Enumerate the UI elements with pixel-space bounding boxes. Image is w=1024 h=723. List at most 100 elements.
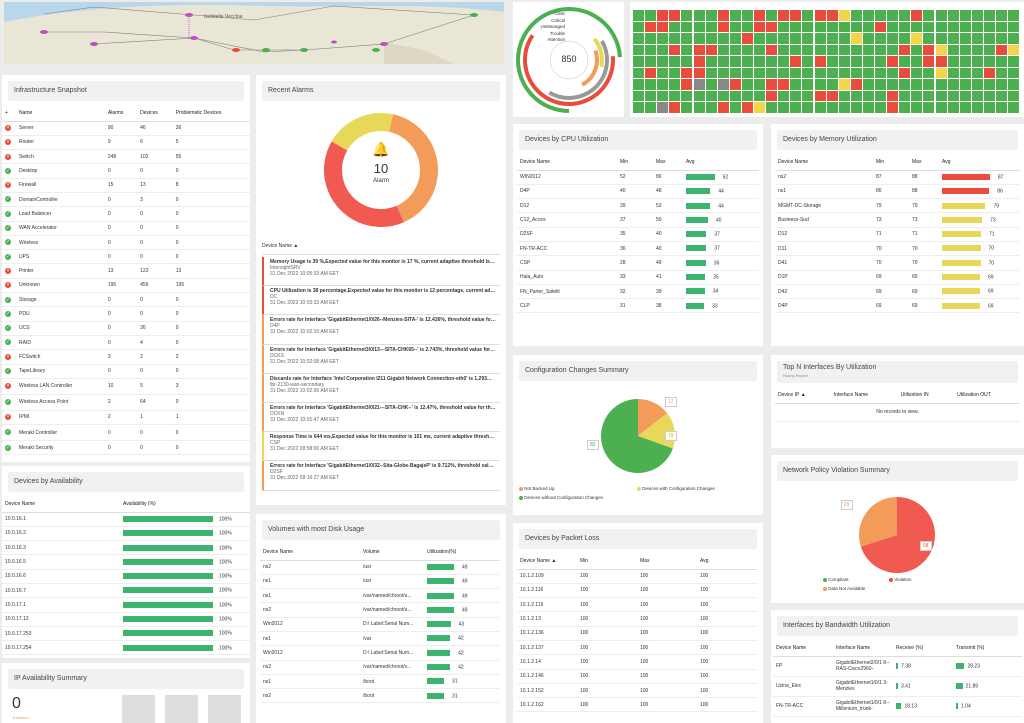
table-row[interactable]: ns2/var/named/chroot/u... 49 xyxy=(260,602,500,618)
heatmap-cell[interactable] xyxy=(959,67,971,78)
heatmap-cell[interactable] xyxy=(645,33,657,44)
heatmap-cell[interactable] xyxy=(669,33,681,44)
heatmap-cell[interactable] xyxy=(935,44,947,55)
heatmap-cell[interactable] xyxy=(717,90,729,101)
heatmap-cell[interactable] xyxy=(862,21,874,32)
heatmap-cell[interactable] xyxy=(875,67,886,78)
table-row[interactable]: × FCSwitch 3 2 2 xyxy=(2,349,250,365)
col-availability[interactable]: Availability (%) xyxy=(120,496,250,513)
heatmap-cell[interactable] xyxy=(838,67,850,78)
donut-yellow-segment[interactable] xyxy=(315,107,446,236)
table-row[interactable]: × IPMI 2 1 1 xyxy=(2,410,250,426)
heatmap-cell[interactable] xyxy=(681,90,693,101)
heatmap-cell[interactable] xyxy=(935,67,947,78)
heatmap-cell[interactable] xyxy=(754,67,765,78)
heatmap-cell[interactable] xyxy=(850,90,862,101)
col-device-name[interactable]: Device Name xyxy=(517,154,617,171)
col-problematic[interactable]: Problematic Devices xyxy=(172,105,250,122)
heatmap-cell[interactable] xyxy=(875,90,886,101)
heatmap-cell[interactable] xyxy=(887,79,899,90)
heatmap-cell[interactable] xyxy=(657,21,669,32)
heatmap-cell[interactable] xyxy=(983,67,995,78)
table-row[interactable]: 10.0.16.3 100% xyxy=(2,540,250,556)
heatmap-cell[interactable] xyxy=(790,10,802,21)
heatmap-cell[interactable] xyxy=(729,90,741,101)
heatmap-cell[interactable] xyxy=(862,33,874,44)
heatmap-cell[interactable] xyxy=(705,44,717,55)
table-row[interactable]: ✓ Wireless 0 0 0 xyxy=(2,235,250,251)
table-row[interactable]: ✓ DomainController 0 3 0 xyxy=(2,192,250,208)
heatmap-cell[interactable] xyxy=(996,21,1007,32)
table-row[interactable]: FP GigabitEthernet2/0/1 8--RAS-Cisco2960-… xyxy=(773,656,1022,677)
heatmap-cell[interactable] xyxy=(923,67,935,78)
heatmap-cell[interactable] xyxy=(633,79,644,90)
heatmap-cell[interactable] xyxy=(887,21,899,32)
heatmap-cell[interactable] xyxy=(693,21,705,32)
alarm-item[interactable]: Discards rate for Interface 'Intel Corpo… xyxy=(262,373,500,403)
table-row[interactable]: 10.1.2.146 100 100 100 xyxy=(517,669,757,684)
table-row[interactable]: ns2/boot 31 xyxy=(260,688,500,704)
heatmap-cell[interactable] xyxy=(862,90,874,101)
heatmap-cell[interactable] xyxy=(633,21,644,32)
legend-with-changes[interactable]: Devices with Configuration Changes xyxy=(637,486,715,491)
table-row[interactable]: 10.0.17.253 100% xyxy=(2,626,250,642)
table-row[interactable]: × Router 9 6 5 xyxy=(2,135,250,151)
heatmap-cell[interactable] xyxy=(899,10,911,21)
heatmap-cell[interactable] xyxy=(911,10,923,21)
heatmap-cell[interactable] xyxy=(887,33,899,44)
heatmap-cell[interactable] xyxy=(681,79,693,90)
heatmap-cell[interactable] xyxy=(862,102,874,113)
heatmap-cell[interactable] xyxy=(850,79,862,90)
heatmap-cell[interactable] xyxy=(875,44,886,55)
table-row[interactable]: 10.1.2.116 100 100 100 xyxy=(517,583,757,599)
heatmap-cell[interactable] xyxy=(669,90,681,101)
heatmap-cell[interactable] xyxy=(1008,56,1020,67)
heatmap-cell[interactable] xyxy=(657,67,669,78)
heatmap-cell[interactable] xyxy=(741,79,753,90)
heatmap-cell[interactable] xyxy=(996,33,1007,44)
heatmap-cell[interactable] xyxy=(802,56,814,67)
heatmap-cell[interactable] xyxy=(1008,21,1020,32)
heatmap-cell[interactable] xyxy=(778,79,790,90)
heatmap-cell[interactable] xyxy=(947,44,959,55)
heatmap-cell[interactable] xyxy=(717,44,729,55)
heatmap-cell[interactable] xyxy=(766,67,778,78)
heatmap-cell[interactable] xyxy=(705,102,717,113)
heatmap-cell[interactable] xyxy=(681,102,693,113)
heatmap-cell[interactable] xyxy=(814,10,826,21)
heatmap-cell[interactable] xyxy=(802,21,814,32)
heatmap-cell[interactable] xyxy=(766,79,778,90)
heatmap-cell[interactable] xyxy=(633,33,644,44)
heatmap-cell[interactable] xyxy=(814,33,826,44)
heatmap-cell[interactable] xyxy=(645,90,657,101)
heatmap-cell[interactable] xyxy=(971,102,983,113)
heatmap-cell[interactable] xyxy=(766,102,778,113)
col-device-ip[interactable]: Device IP ▲ xyxy=(775,387,831,404)
legend-compliant[interactable]: Compliant xyxy=(823,575,889,584)
heatmap-cell[interactable] xyxy=(1008,102,1020,113)
heatmap-cell[interactable] xyxy=(729,102,741,113)
heatmap-cell[interactable] xyxy=(911,102,923,113)
heatmap-cell[interactable] xyxy=(971,21,983,32)
heatmap-cell[interactable] xyxy=(790,33,802,44)
heatmap-cell[interactable] xyxy=(899,102,911,113)
heatmap-cell[interactable] xyxy=(911,67,923,78)
heatmap-cell[interactable] xyxy=(802,67,814,78)
heatmap-cell[interactable] xyxy=(741,67,753,78)
us-map[interactable] xyxy=(4,2,504,64)
heatmap-cell[interactable] xyxy=(669,102,681,113)
heatmap-cell[interactable] xyxy=(862,44,874,55)
heatmap-cell[interactable] xyxy=(850,56,862,67)
heatmap-cell[interactable] xyxy=(766,90,778,101)
heatmap-cell[interactable] xyxy=(766,21,778,32)
heatmap-cell[interactable] xyxy=(911,79,923,90)
heatmap-cell[interactable] xyxy=(754,21,765,32)
heatmap-cell[interactable] xyxy=(996,10,1007,21)
heatmap-cell[interactable] xyxy=(645,10,657,21)
heatmap-cell[interactable] xyxy=(971,90,983,101)
col-device-name[interactable]: Device Name xyxy=(262,243,293,249)
col-interface-name[interactable]: Interface Name xyxy=(833,640,893,657)
col-devices[interactable]: Devices xyxy=(137,105,173,122)
heatmap-cell[interactable] xyxy=(947,10,959,21)
heatmap-cell[interactable] xyxy=(959,21,971,32)
